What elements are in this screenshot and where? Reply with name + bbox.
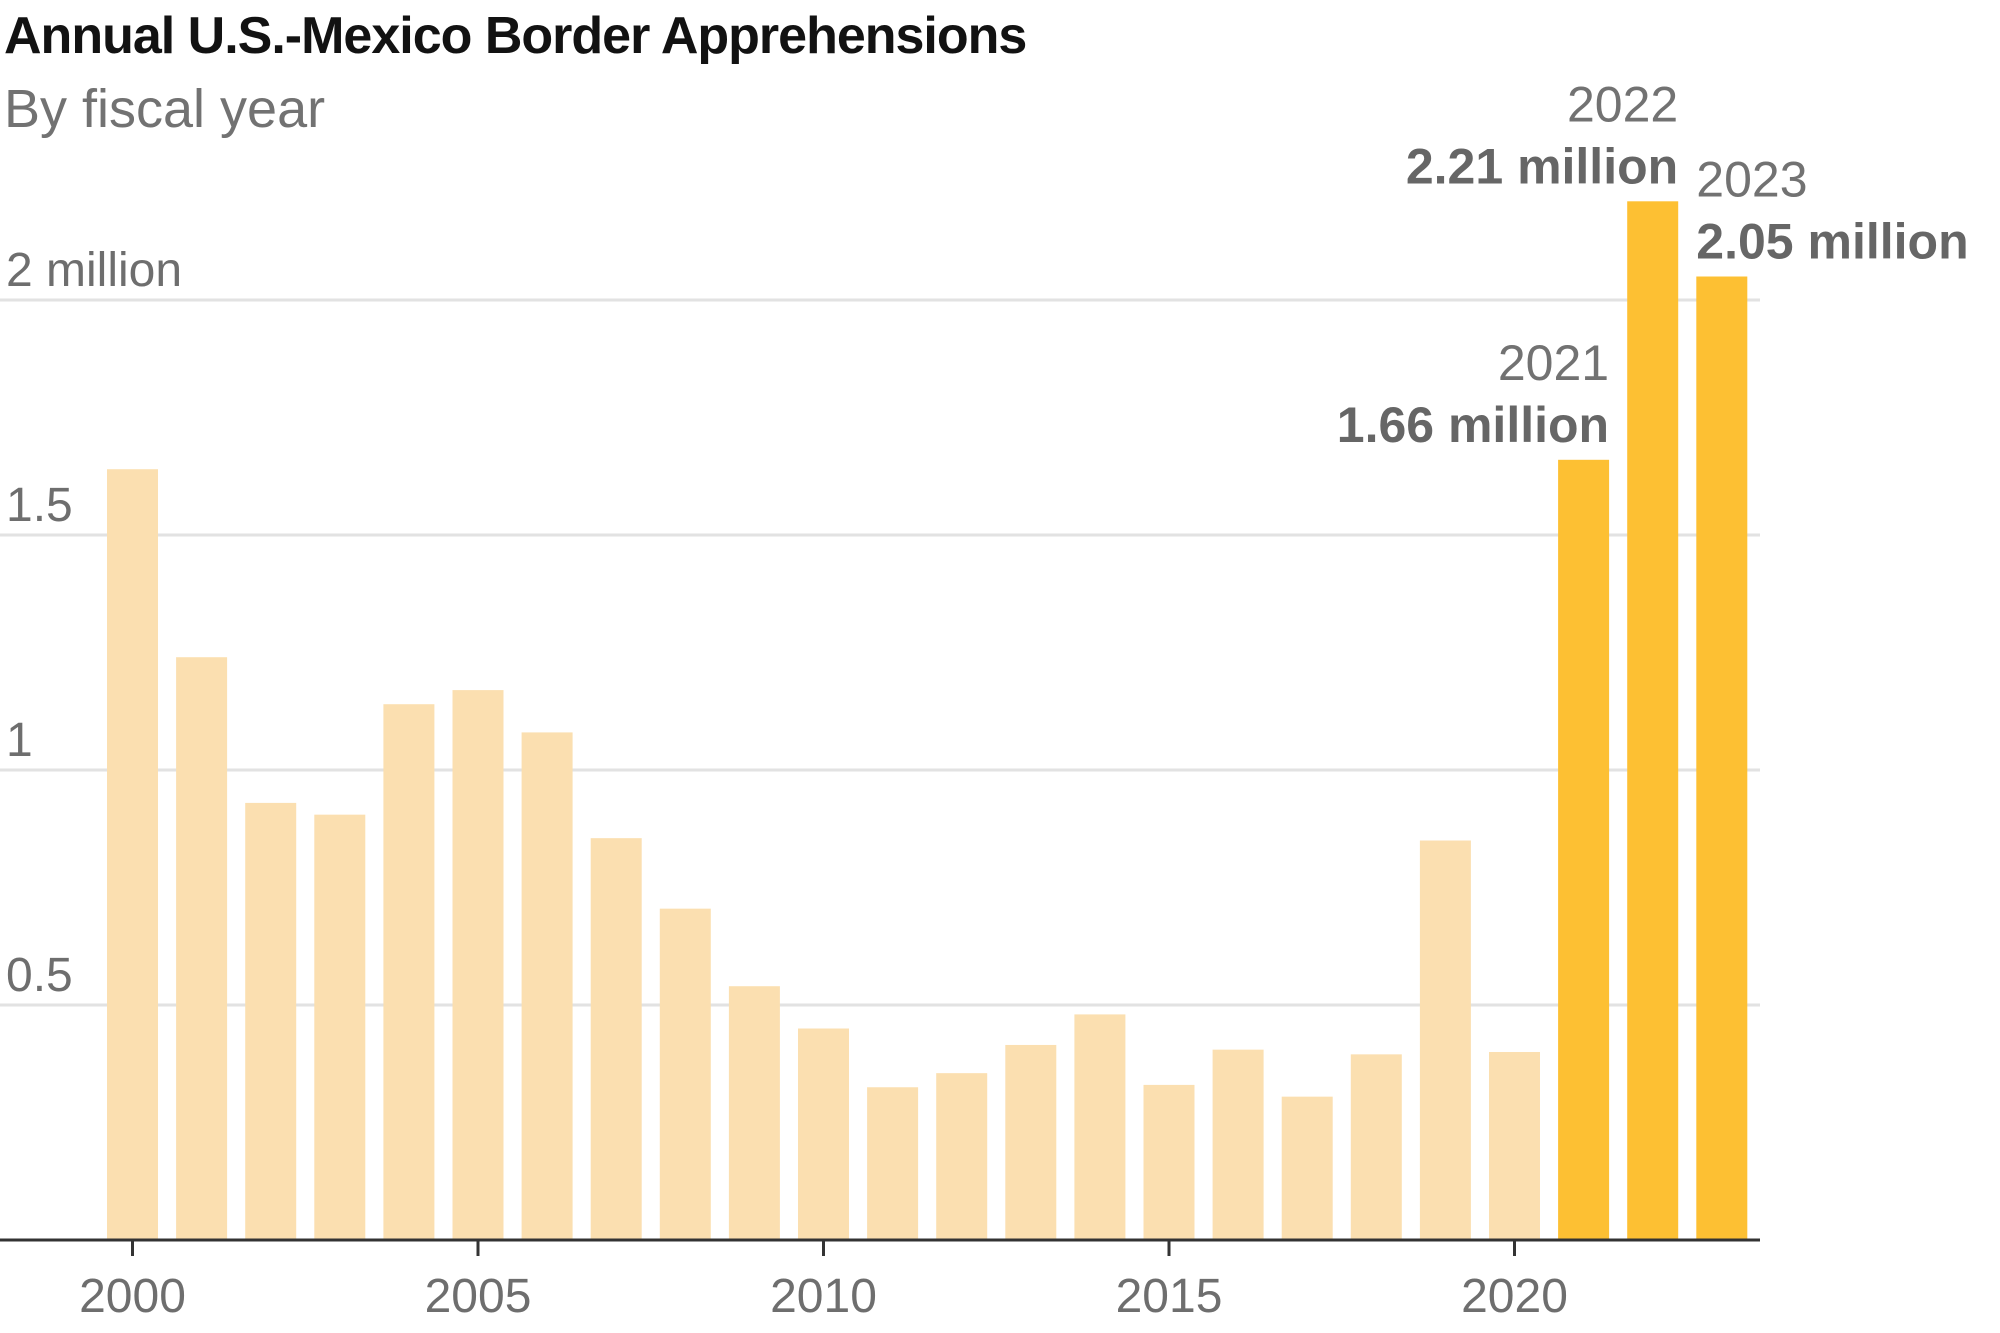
- bar-2006: [521, 732, 573, 1240]
- bar-2016: [1212, 1049, 1264, 1240]
- bar-2023: [1696, 276, 1748, 1240]
- x-tick-label: 2000: [79, 1270, 186, 1323]
- annotation-value-2023: 2.05 million: [1696, 214, 1968, 270]
- x-tick-label: 2015: [1116, 1270, 1223, 1323]
- bar-2017: [1281, 1096, 1333, 1240]
- y-tick-label: 0.5: [6, 949, 73, 1002]
- x-tick-label: 2020: [1461, 1270, 1568, 1323]
- chart-subtitle: By fiscal year: [4, 79, 326, 139]
- bar-2021: [1558, 459, 1610, 1240]
- bar-2022: [1627, 201, 1679, 1240]
- bar-2014: [1074, 1014, 1126, 1240]
- bar-2013: [1005, 1044, 1057, 1240]
- bar-2010: [798, 1028, 849, 1240]
- bar-2018: [1350, 1054, 1402, 1240]
- bar-2005: [452, 690, 504, 1240]
- annotation-value-2022: 2.21 million: [1406, 138, 1678, 194]
- annotation-value-2021: 1.66 million: [1337, 397, 1609, 453]
- x-tick-label: 2005: [425, 1270, 532, 1323]
- annotation-year-2022: 2022: [1567, 76, 1678, 132]
- bar-2003: [314, 814, 366, 1240]
- x-tick-label: 2010: [770, 1270, 877, 1323]
- bar-2015: [1143, 1084, 1195, 1240]
- bar-2008: [659, 908, 711, 1240]
- bar-2019: [1419, 840, 1471, 1240]
- bar-2000: [107, 469, 158, 1240]
- chart-title: Annual U.S.-Mexico Border Apprehensions: [4, 7, 1027, 65]
- bar-2011: [867, 1087, 919, 1240]
- y-tick-label: 1.5: [6, 479, 73, 532]
- y-tick-label: 1: [6, 714, 33, 767]
- bar-2020: [1489, 1052, 1540, 1240]
- annotation-year-2023: 2023: [1696, 152, 1807, 208]
- annotation-year-2021: 2021: [1498, 335, 1609, 391]
- bar-2009: [728, 986, 780, 1240]
- y-tick-label: 2 million: [6, 244, 182, 297]
- bar-2001: [176, 657, 228, 1240]
- bar-2007: [590, 838, 642, 1240]
- bar-2004: [383, 704, 435, 1240]
- bar-2002: [245, 802, 297, 1240]
- bar-2012: [936, 1073, 988, 1240]
